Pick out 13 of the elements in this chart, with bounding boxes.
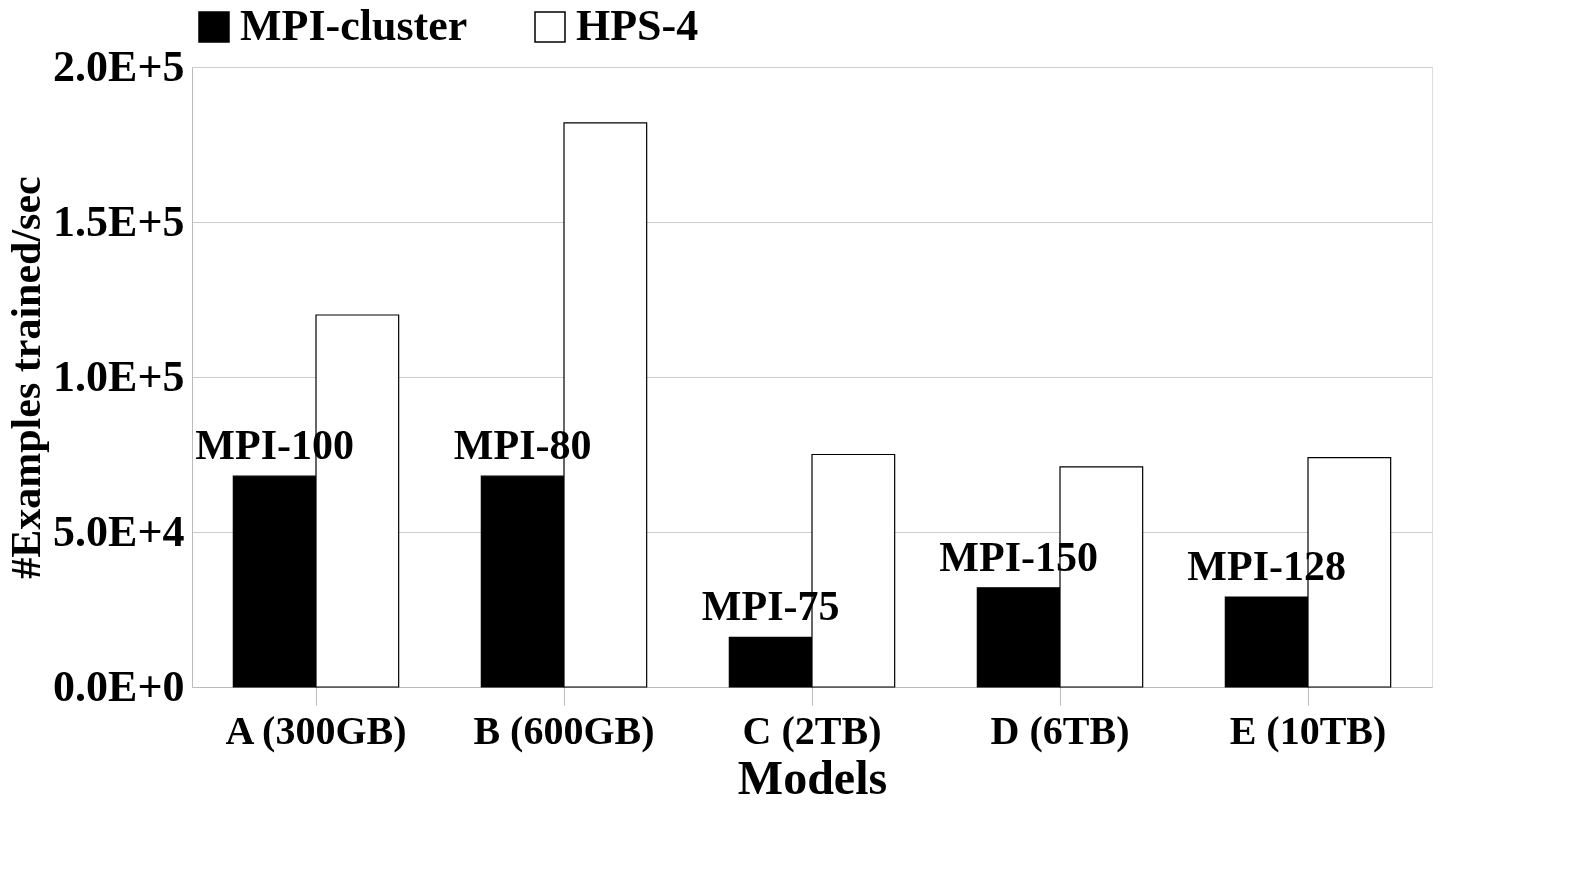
- x-tick-label: B (600GB): [473, 707, 655, 753]
- y-tick-label: 1.5E+5: [53, 196, 185, 246]
- x-tick-label: C (2TB): [742, 707, 882, 753]
- x-tick-label: D (6TB): [990, 707, 1130, 753]
- y-axis-title: #Examples trained/sec: [3, 176, 50, 579]
- y-tick-label: 5.0E+4: [53, 506, 185, 556]
- legend-label: MPI-cluster: [240, 1, 468, 50]
- y-tick-label: 2.0E+5: [53, 41, 185, 91]
- y-tick-label: 1.0E+5: [53, 351, 185, 401]
- x-tick-label: E (10TB): [1229, 707, 1387, 753]
- x-tick-label: A (300GB): [225, 707, 407, 753]
- y-tick-label: 0.0E+0: [53, 661, 185, 711]
- legend-label: HPS-4: [576, 1, 699, 50]
